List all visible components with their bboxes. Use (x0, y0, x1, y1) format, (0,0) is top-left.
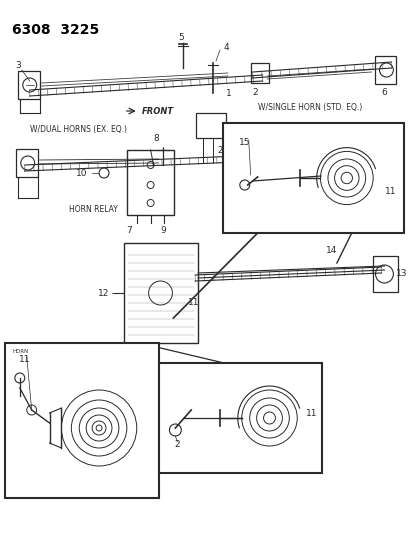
Text: 11: 11 (384, 187, 396, 196)
Text: 8: 8 (153, 134, 159, 143)
Text: 2: 2 (217, 146, 222, 155)
Text: 6: 6 (381, 88, 387, 97)
Bar (372, 256, 398, 292)
Text: W/DUAL HORNS (EX. EQ.): W/DUAL HORNS (EX. EQ.) (30, 125, 126, 134)
Text: 2: 2 (252, 88, 258, 97)
Text: 5: 5 (178, 34, 184, 43)
Text: 7: 7 (126, 226, 131, 235)
Bar (124, 243, 198, 343)
Text: 2: 2 (174, 440, 180, 449)
Bar (250, 63, 268, 83)
Text: 11: 11 (19, 355, 30, 364)
Bar (5, 343, 158, 498)
Text: HORN RELAY: HORN RELAY (69, 205, 118, 214)
Bar (374, 56, 396, 84)
Text: 9: 9 (160, 226, 166, 235)
Text: FRONT: FRONT (142, 107, 173, 116)
Text: 6: 6 (249, 146, 255, 155)
Bar (126, 150, 174, 215)
Text: 3: 3 (15, 61, 21, 69)
Bar (16, 149, 38, 177)
Text: 11: 11 (305, 408, 316, 417)
Text: 10: 10 (76, 168, 87, 177)
Text: W/SINGLE HORN (STD. EQ.): W/SINGLE HORN (STD. EQ.) (257, 103, 361, 112)
Text: 4: 4 (222, 43, 228, 52)
Text: 13: 13 (396, 270, 407, 279)
Bar (158, 363, 321, 473)
Text: HORN: HORN (13, 349, 29, 354)
Text: 12: 12 (97, 288, 109, 297)
Bar (18, 71, 40, 99)
Bar (196, 113, 225, 138)
Text: 11: 11 (187, 298, 198, 307)
Text: 1: 1 (225, 88, 231, 98)
Bar (222, 123, 403, 233)
Text: 15: 15 (238, 138, 250, 147)
Text: 14: 14 (326, 246, 337, 255)
Text: 6308  3225: 6308 3225 (12, 23, 99, 37)
